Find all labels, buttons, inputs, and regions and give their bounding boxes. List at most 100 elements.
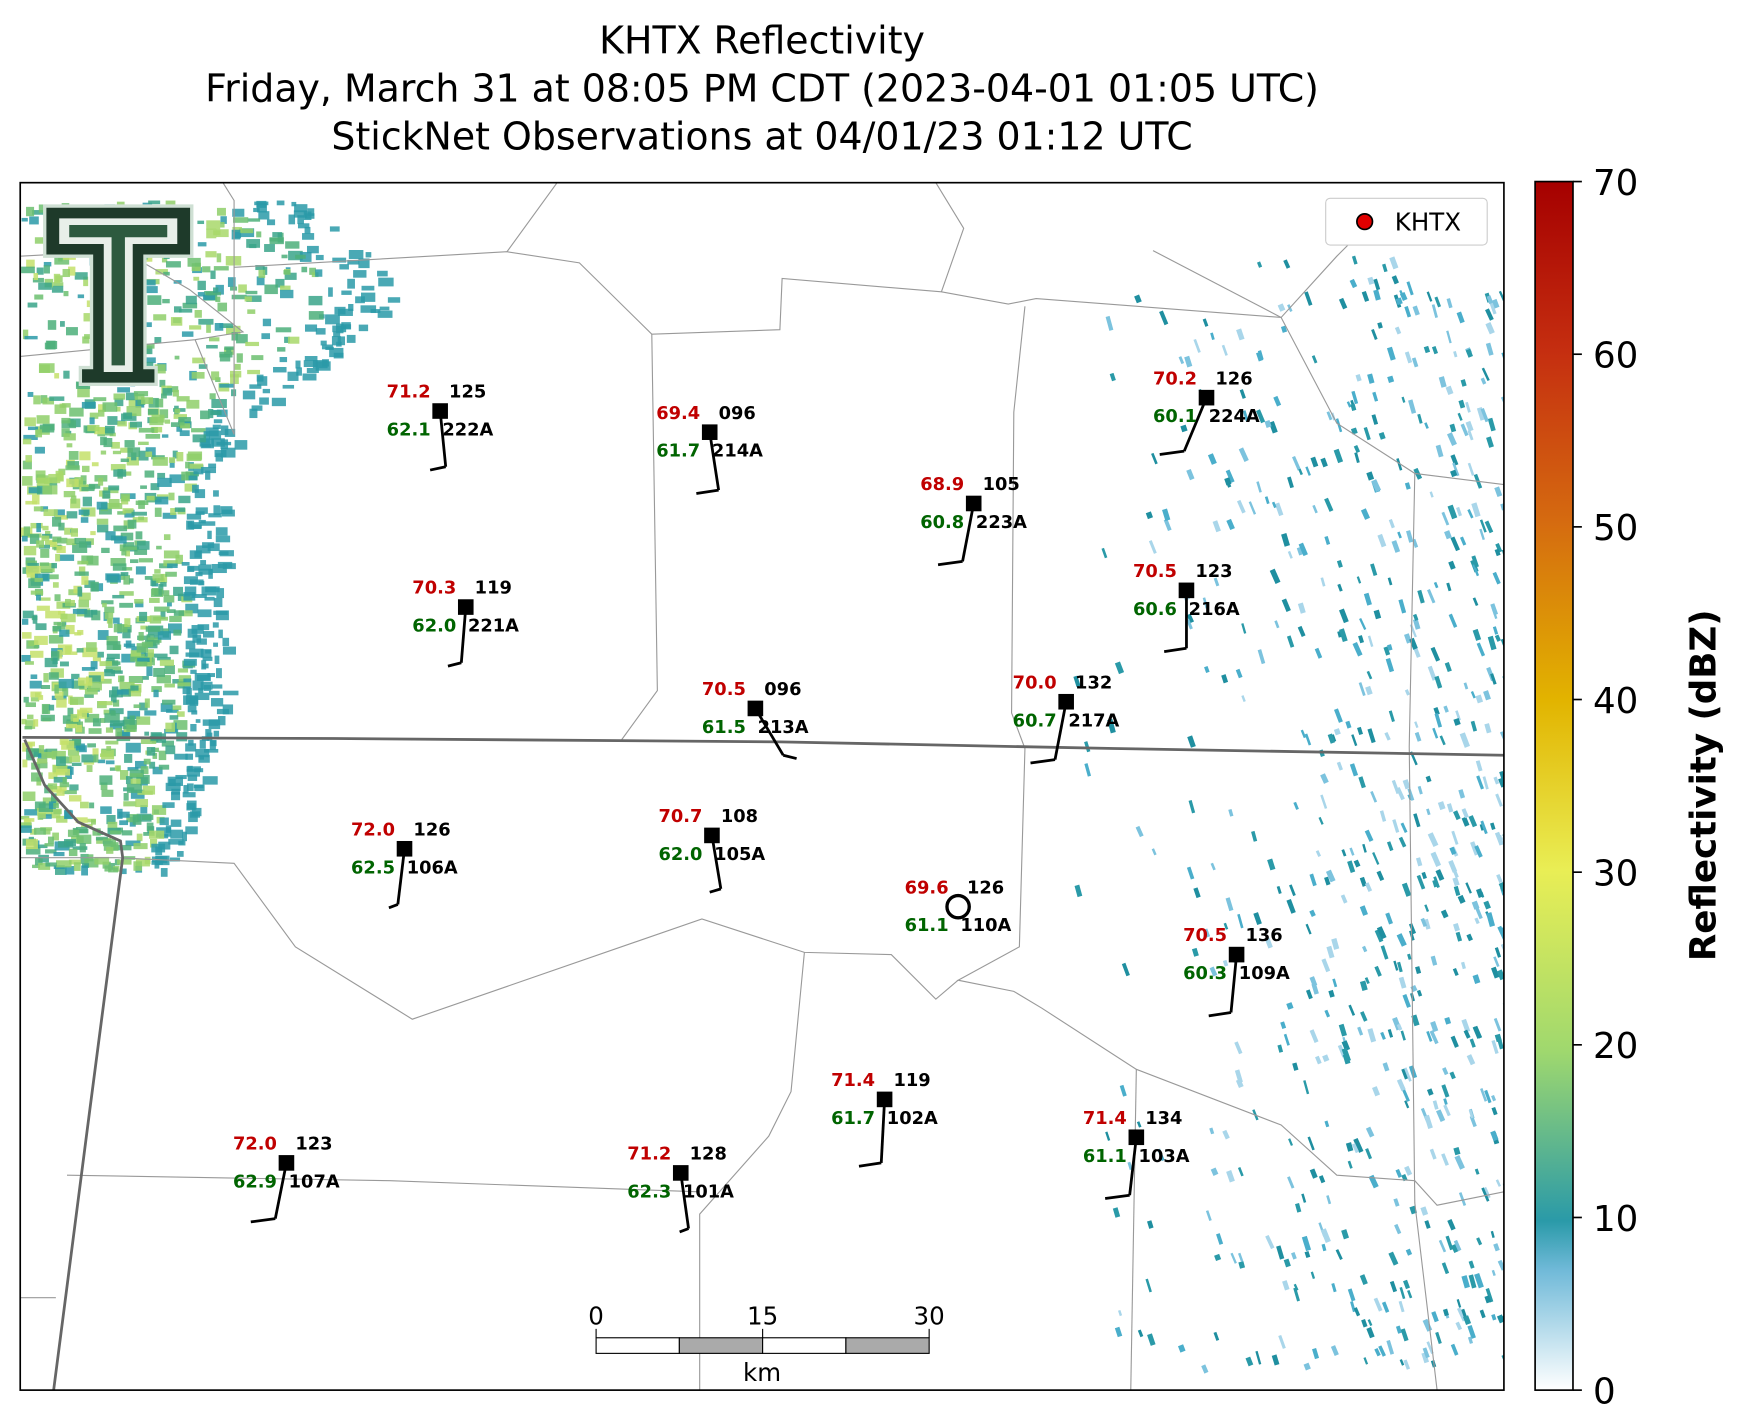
echo-cell	[93, 754, 99, 763]
echo-cell	[1408, 923, 1417, 935]
echo-cell	[1349, 847, 1355, 856]
echo-cell	[170, 508, 177, 516]
echo-cell	[1118, 1309, 1123, 1317]
echo-cell	[183, 658, 197, 666]
echo-cell	[33, 506, 44, 512]
echo-cell	[1301, 1235, 1312, 1252]
echo-cell	[1468, 1109, 1474, 1119]
echo-cell	[92, 657, 101, 662]
echo-cell	[152, 766, 163, 775]
echo-cell	[1297, 602, 1306, 614]
echo-cell	[162, 512, 177, 519]
echo-cell	[120, 493, 130, 502]
echo-cell	[112, 594, 125, 599]
echo-cell	[1291, 1252, 1297, 1260]
echo-cell	[1371, 479, 1382, 493]
echo-cell	[49, 396, 65, 401]
echo-cell	[1471, 900, 1480, 910]
echo-cell	[220, 222, 225, 228]
echo-cell	[54, 515, 68, 520]
echo-cell	[1376, 926, 1387, 940]
echo-cell	[1456, 506, 1462, 517]
echo-cell	[1301, 1193, 1307, 1203]
echo-cell	[1257, 649, 1266, 665]
echo-cell	[1286, 635, 1295, 648]
echo-cell	[1282, 1280, 1290, 1291]
echo-cell	[1205, 1210, 1212, 1221]
echo-cell	[143, 758, 151, 765]
echo-cell	[75, 817, 88, 823]
echo-cell	[22, 632, 32, 639]
echo-cell	[105, 760, 115, 765]
echo-cell	[169, 857, 181, 862]
echo-cell	[86, 642, 97, 652]
echo-cell	[124, 754, 133, 763]
echo-cell	[191, 428, 206, 433]
echo-cell	[1214, 1253, 1222, 1262]
echo-cell	[59, 629, 70, 637]
echo-cell	[142, 346, 153, 355]
echo-cell	[135, 500, 149, 506]
echo-cell	[1500, 396, 1504, 410]
echo-cell	[61, 403, 71, 408]
echo-cell	[172, 389, 179, 397]
wind-barb	[1128, 1137, 1138, 1196]
echo-cell	[1271, 501, 1277, 509]
echo-cell	[91, 610, 101, 621]
echo-cell	[1297, 625, 1306, 637]
echo-cell	[1430, 851, 1442, 867]
echo-cell	[105, 531, 116, 541]
echo-cell	[186, 513, 202, 520]
echo-cell	[284, 336, 291, 343]
dewpoint: 61.5	[702, 717, 746, 738]
scale-segment	[845, 1337, 930, 1354]
echo-cell	[1468, 1260, 1475, 1269]
echo-cell	[125, 392, 138, 401]
echo-cell	[165, 825, 172, 833]
echo-cell	[175, 554, 183, 565]
echo-cell	[21, 654, 31, 662]
echo-cell	[1407, 788, 1415, 801]
echo-cell	[281, 254, 288, 259]
echo-cell	[1376, 870, 1385, 882]
echo-cell	[1273, 395, 1282, 407]
echo-cell	[160, 610, 166, 620]
colorbar-tick-label: 10	[1593, 1199, 1638, 1240]
echo-cell	[72, 543, 88, 553]
echo-cell	[1442, 1067, 1449, 1076]
echo-cell	[57, 610, 66, 615]
station-marker	[1228, 946, 1245, 963]
echo-cell	[1293, 1287, 1300, 1302]
echo-cell	[71, 680, 85, 689]
echo-cell	[103, 709, 115, 715]
echo-cell	[1417, 589, 1425, 604]
echo-cell	[164, 665, 175, 675]
echo-cell	[48, 574, 59, 580]
temperature: 69.4	[656, 403, 700, 424]
echo-cell	[206, 228, 217, 239]
echo-cell	[86, 555, 99, 566]
echo-cell	[194, 784, 205, 792]
echo-cell	[93, 397, 107, 402]
echo-cell	[1309, 976, 1318, 987]
colorbar-tick-label: 30	[1593, 854, 1638, 895]
echo-cell	[187, 451, 203, 460]
echo-cell	[1438, 1239, 1447, 1253]
echo-cell	[1483, 1186, 1491, 1199]
echo-cell	[27, 426, 38, 431]
echo-cell	[167, 563, 178, 568]
echo-cell	[127, 710, 141, 719]
station-id: 214A	[712, 441, 763, 462]
echo-cell	[1239, 389, 1246, 399]
echo-cell	[1209, 1127, 1215, 1135]
echo-cell	[1416, 874, 1426, 890]
echo-cell	[169, 615, 182, 623]
colorbar-tick-label: 0	[1593, 1371, 1616, 1412]
echo-cell	[1387, 1028, 1394, 1038]
echo-cell	[1405, 1248, 1413, 1256]
echo-cell	[197, 292, 205, 297]
echo-cell	[1452, 968, 1459, 976]
echo-cell	[73, 718, 79, 722]
echo-cell	[245, 341, 260, 347]
wind-barb	[273, 1162, 288, 1219]
